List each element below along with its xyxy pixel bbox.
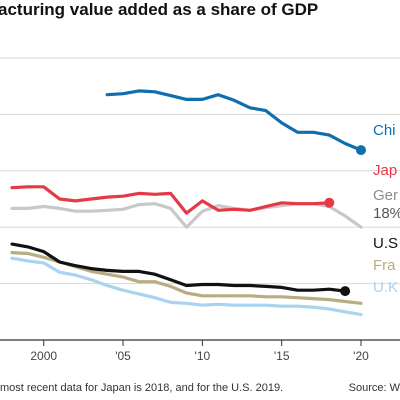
series-label: U.S <box>373 235 398 252</box>
series-end-marker <box>356 145 366 156</box>
gridlines <box>0 57 400 285</box>
chart-title: acturing value added as a share of GDP <box>0 0 400 24</box>
x-tick-label: '05 <box>115 349 131 363</box>
series-end-marker <box>324 197 335 208</box>
series-line-chi <box>105 89 363 152</box>
source-label: Source: W <box>349 382 400 394</box>
chart-title-text: acturing value added as a share of GDP <box>0 0 319 19</box>
x-tick-label: 2000 <box>30 349 57 363</box>
series-layer <box>10 89 366 317</box>
footnote: most recent data for Japan is 2018, and … <box>0 382 283 394</box>
series-line-uk <box>10 256 363 317</box>
series-line-fra <box>10 251 363 305</box>
x-axis-ticks: 2000 '05 '10 '15 '20 <box>30 340 369 363</box>
series-label: Fra <box>373 257 396 274</box>
x-tick-label: '20 <box>353 349 369 363</box>
x-tick-label: '15 <box>274 349 290 363</box>
series-end-marker <box>340 286 351 297</box>
series-label: Ger <box>373 187 398 204</box>
series-labels: Chi Jap Ger U.S Fra U.K 18% <box>373 122 400 296</box>
series-value-label: 18% <box>373 205 400 222</box>
series-line-jap <box>10 185 331 215</box>
series-label: Jap <box>373 162 397 179</box>
series-line-ger <box>10 202 363 229</box>
x-tick-label: '10 <box>195 349 211 363</box>
series-label: U.K <box>373 279 398 296</box>
series-label: Chi <box>373 122 396 139</box>
series-line-us <box>10 242 347 293</box>
